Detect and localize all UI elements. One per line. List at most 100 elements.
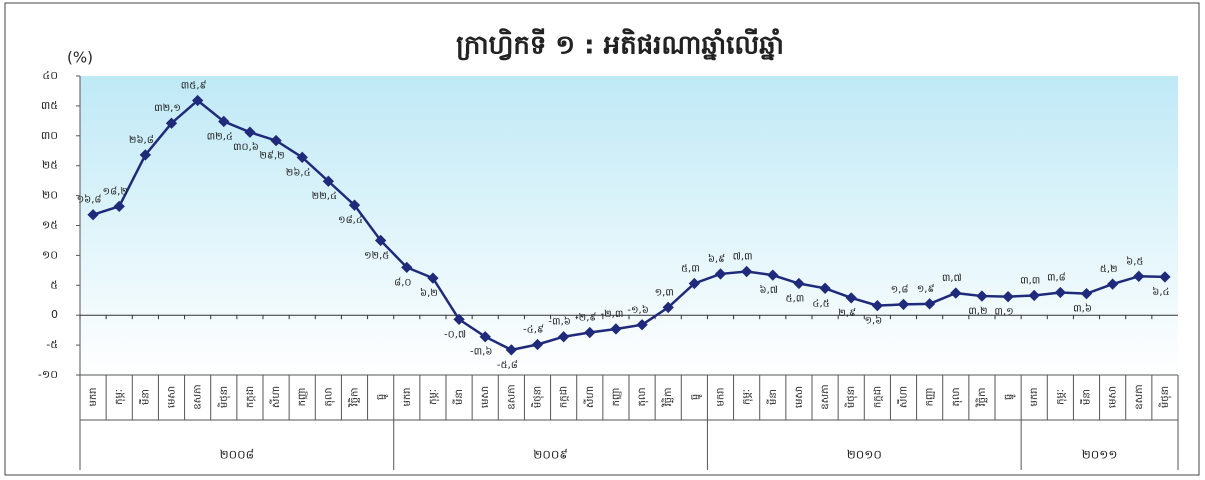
data-label: ២,៩ bbox=[838, 307, 856, 319]
data-label: ១៦,៨ bbox=[77, 194, 102, 206]
x-tick-label: មេសា bbox=[480, 386, 491, 408]
x-tick-label: សីហា bbox=[269, 386, 282, 408]
marker bbox=[322, 175, 335, 187]
data-label: ៥,២ bbox=[1100, 264, 1118, 275]
plot-area bbox=[80, 76, 1178, 375]
data-label: ២៦,៨ bbox=[129, 134, 154, 146]
data-label: ៦,២ bbox=[420, 287, 438, 299]
marker bbox=[845, 292, 857, 304]
data-label: -០,៧ bbox=[444, 329, 466, 340]
data-label: ៣,៣ bbox=[1020, 275, 1040, 286]
x-tick-label: មេសា bbox=[1108, 386, 1119, 408]
marker bbox=[819, 282, 831, 294]
x-tick-label: តុលា bbox=[951, 387, 963, 406]
marker bbox=[1002, 291, 1014, 303]
x-tick-label: មេសា bbox=[794, 386, 805, 408]
x-tick-label: សីហា bbox=[897, 386, 910, 408]
y-tick-label: ២៥ bbox=[42, 159, 58, 172]
x-tick-label: មិថុនា bbox=[1158, 386, 1172, 408]
marker bbox=[1106, 278, 1119, 290]
x-group-label: ២០០៨ bbox=[220, 448, 255, 462]
x-tick-label: កុម្ភៈ bbox=[428, 389, 440, 405]
x-tick-label: កក្កដា bbox=[559, 386, 570, 408]
x-tick-label: ឧសភា bbox=[820, 384, 831, 409]
marker bbox=[950, 287, 962, 299]
x-tick-label: ធ្នូ bbox=[689, 394, 702, 400]
y-tick-label: ៤០ bbox=[42, 69, 58, 82]
y-tick-label: 0 bbox=[51, 308, 58, 321]
y-axis-label: (%) bbox=[67, 49, 93, 67]
x-tick-label: មិថុនា bbox=[217, 386, 231, 408]
data-label: ១,៣ bbox=[655, 287, 674, 298]
marker bbox=[557, 331, 570, 343]
marker bbox=[636, 319, 648, 331]
data-label: -៣,៦ bbox=[470, 346, 492, 358]
x-tick-label: តុលា bbox=[323, 387, 335, 406]
x-tick-label: មេសា bbox=[167, 386, 178, 408]
marker bbox=[793, 277, 805, 290]
data-label: ៣,៨ bbox=[1047, 271, 1066, 283]
marker bbox=[1159, 271, 1171, 283]
x-tick-label: វិច្ឆិកា bbox=[661, 387, 674, 407]
x-tick-label: ឧសភា bbox=[1134, 384, 1145, 409]
y-tick-label: ២០ bbox=[42, 189, 58, 202]
x-tick-label: កុម្ភៈ bbox=[742, 389, 754, 405]
marker bbox=[714, 268, 727, 280]
marker bbox=[531, 338, 544, 351]
x-tick-label: កញ្ញា bbox=[925, 388, 936, 407]
x-tick-label: កក្កដា bbox=[245, 386, 256, 408]
x-tick-label: មករា bbox=[1029, 387, 1040, 406]
data-label: ៣,៧ bbox=[942, 273, 962, 284]
data-label: -៣,៦ bbox=[548, 316, 570, 328]
data-label: ៤,៥ bbox=[812, 298, 829, 309]
marker bbox=[270, 134, 282, 147]
x-tick-label: កញ្ញា bbox=[611, 388, 622, 407]
x-tick-label: សីហា bbox=[583, 386, 596, 408]
y-tick-label: ៣០ bbox=[41, 129, 58, 142]
data-label: ៥,៣ bbox=[681, 264, 700, 275]
marker bbox=[976, 290, 988, 302]
x-tick-label: មករា bbox=[716, 387, 727, 406]
data-label: ៨,០ bbox=[394, 276, 411, 288]
x-tick-label: វិច្ឆិកា bbox=[348, 387, 361, 407]
data-label: -២,៩ bbox=[575, 312, 596, 324]
marker bbox=[505, 344, 518, 356]
data-label: ២៦,៤ bbox=[286, 166, 311, 178]
data-label: -២,៣ bbox=[600, 309, 623, 320]
x-tick-label: ធ្នូ bbox=[1003, 394, 1016, 400]
data-label: ៣,១ bbox=[994, 307, 1013, 318]
data-label: -១,៦ bbox=[627, 304, 648, 316]
marker bbox=[1054, 286, 1067, 299]
data-label: ៣,៦ bbox=[1073, 303, 1092, 315]
x-tick-label: មីនា bbox=[138, 389, 151, 405]
data-label: ១៨,២ bbox=[103, 185, 128, 197]
marker bbox=[740, 265, 753, 278]
marker bbox=[348, 199, 361, 211]
x-tick-label: មីនា bbox=[766, 389, 779, 405]
x-tick-label: មិថុនា bbox=[844, 386, 858, 408]
marker bbox=[1133, 270, 1145, 282]
x-tick-label: កក្កដា bbox=[872, 386, 883, 408]
data-label: ៣២,១ bbox=[154, 103, 181, 114]
data-label: ២៩,២ bbox=[259, 150, 284, 162]
data-label: ២២,៤ bbox=[312, 191, 337, 202]
x-tick-label: មីនា bbox=[452, 389, 465, 405]
marker bbox=[688, 277, 701, 290]
marker bbox=[1028, 289, 1040, 302]
data-label: ៣៥,៩ bbox=[181, 80, 207, 92]
y-tick-label: ១០ bbox=[42, 248, 58, 261]
marker bbox=[871, 299, 884, 312]
marker bbox=[479, 331, 491, 343]
y-tick-label: -១០ bbox=[38, 368, 58, 381]
data-label: ៧,៣ bbox=[733, 252, 753, 263]
data-label: ៥,៣ bbox=[786, 294, 805, 305]
y-tick-label: ១៥ bbox=[42, 219, 58, 232]
data-label: -៥,៨ bbox=[497, 359, 518, 371]
x-tick-label: កុម្ភៈ bbox=[1055, 389, 1067, 405]
x-tick-label: មករា bbox=[88, 387, 99, 406]
marker bbox=[767, 269, 779, 281]
marker bbox=[584, 326, 596, 339]
x-tick-label: ធ្នូ bbox=[376, 394, 389, 400]
data-label: ៣០,៦ bbox=[233, 141, 259, 153]
